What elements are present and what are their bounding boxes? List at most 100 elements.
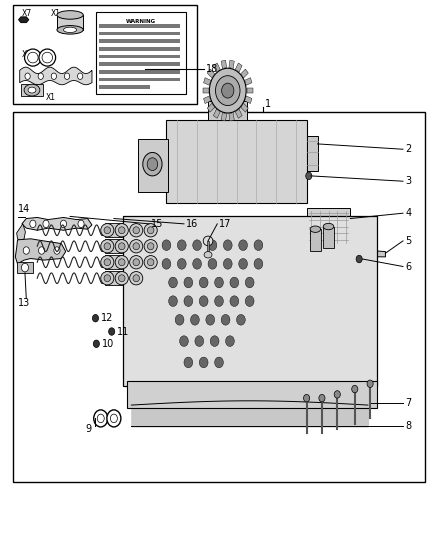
Bar (99, 78, 180, 82)
Text: 17: 17 (219, 220, 231, 229)
Circle shape (39, 247, 45, 254)
Text: 1: 1 (265, 100, 271, 109)
Circle shape (169, 277, 177, 288)
Circle shape (223, 259, 232, 269)
Ellipse shape (57, 11, 83, 19)
Circle shape (245, 296, 254, 306)
Circle shape (78, 220, 84, 228)
Circle shape (222, 83, 234, 98)
Circle shape (215, 357, 223, 368)
Circle shape (93, 340, 99, 348)
Polygon shape (15, 239, 66, 264)
Circle shape (199, 357, 208, 368)
Circle shape (230, 277, 239, 288)
Bar (204, 78, 211, 85)
Ellipse shape (101, 224, 114, 237)
Text: 13: 13 (18, 298, 30, 308)
Circle shape (208, 259, 217, 269)
Circle shape (97, 414, 104, 423)
Ellipse shape (64, 27, 77, 33)
Circle shape (210, 336, 219, 346)
Bar (13, 112, 425, 482)
Bar (96, 12, 186, 94)
Bar (207, 103, 215, 112)
Bar (123, 216, 377, 386)
Circle shape (199, 277, 208, 288)
Ellipse shape (144, 239, 157, 253)
Circle shape (254, 259, 263, 269)
Bar (245, 96, 252, 103)
Circle shape (193, 240, 201, 251)
Circle shape (162, 240, 171, 251)
Ellipse shape (42, 52, 53, 63)
Ellipse shape (144, 224, 157, 237)
Ellipse shape (104, 243, 110, 249)
Ellipse shape (130, 255, 143, 269)
Circle shape (180, 336, 188, 346)
Text: X7: X7 (22, 10, 32, 18)
Text: 8: 8 (405, 422, 411, 431)
Ellipse shape (39, 49, 56, 66)
Bar (105, 223, 122, 237)
Ellipse shape (119, 223, 124, 237)
Ellipse shape (133, 243, 139, 249)
Ellipse shape (101, 239, 114, 253)
Circle shape (94, 410, 108, 427)
Ellipse shape (115, 239, 128, 253)
Bar (213, 109, 220, 118)
Ellipse shape (118, 227, 125, 233)
Bar (105, 271, 122, 285)
Bar (241, 103, 248, 112)
Text: 3: 3 (405, 176, 411, 186)
Circle shape (367, 380, 373, 387)
Circle shape (143, 152, 162, 176)
Bar (207, 69, 215, 78)
Circle shape (38, 73, 43, 79)
Circle shape (64, 73, 70, 79)
Ellipse shape (130, 239, 143, 253)
Bar (203, 88, 209, 93)
Ellipse shape (144, 255, 157, 269)
Bar (138, 139, 168, 192)
Bar (127, 381, 377, 408)
Ellipse shape (133, 227, 139, 233)
Text: 4: 4 (405, 208, 411, 218)
Circle shape (54, 247, 60, 254)
Bar (99, 70, 180, 74)
Bar (221, 60, 226, 69)
Circle shape (169, 296, 177, 306)
Bar (99, 55, 180, 59)
Circle shape (177, 240, 186, 251)
Ellipse shape (147, 227, 154, 233)
Ellipse shape (147, 259, 154, 265)
Circle shape (356, 255, 362, 263)
Bar (105, 255, 122, 269)
Ellipse shape (147, 243, 154, 249)
Bar (17, 262, 33, 273)
Ellipse shape (118, 243, 125, 249)
Circle shape (226, 336, 234, 346)
Text: 5: 5 (405, 236, 411, 246)
Bar (323, 227, 334, 248)
Bar (229, 112, 234, 121)
Circle shape (239, 259, 247, 269)
Ellipse shape (133, 259, 139, 265)
Circle shape (215, 277, 223, 288)
Ellipse shape (118, 275, 125, 281)
Circle shape (215, 76, 240, 106)
Circle shape (193, 259, 201, 269)
Ellipse shape (24, 84, 40, 96)
Text: 11: 11 (117, 327, 129, 336)
Ellipse shape (104, 227, 110, 233)
Circle shape (319, 394, 325, 402)
Ellipse shape (115, 271, 128, 285)
Circle shape (25, 73, 30, 79)
Bar (241, 69, 248, 78)
Text: X1: X1 (46, 93, 56, 101)
Polygon shape (20, 67, 92, 85)
Polygon shape (22, 217, 92, 230)
Circle shape (304, 394, 310, 402)
Circle shape (51, 73, 57, 79)
Bar (245, 78, 252, 85)
Bar (247, 88, 253, 93)
